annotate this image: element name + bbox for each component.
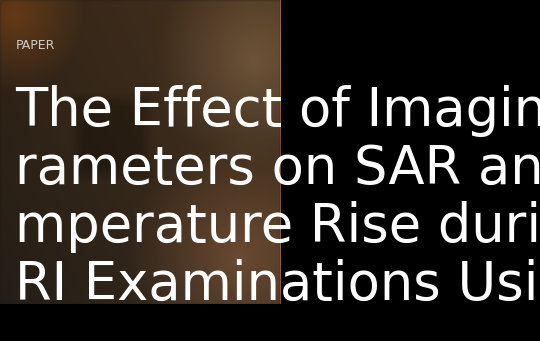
Text: PAPER: PAPER xyxy=(16,40,55,53)
Text: The Effect of Imaging Pa
rameters on SAR and Te
mperature Rise during M
RI Exami: The Effect of Imaging Pa rameters on SAR… xyxy=(16,85,540,311)
